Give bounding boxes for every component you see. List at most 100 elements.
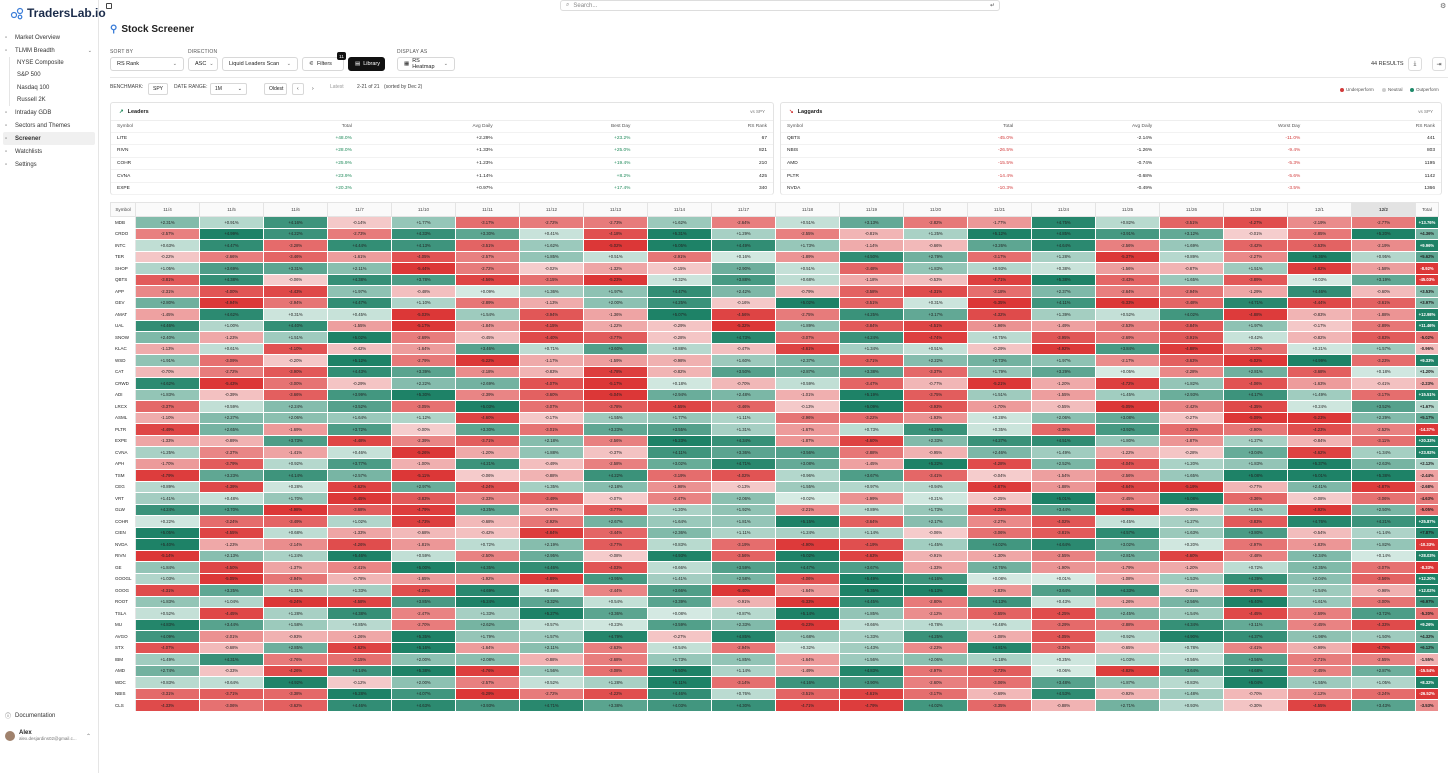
expand-icon[interactable]: ⇥ [1432,57,1446,71]
symbol-cell[interactable]: VRT [110,492,136,505]
column-header-date[interactable]: 11/28 [1223,202,1288,217]
table-row[interactable]: TSM -4.79% +3.23% +4.14% +2.57% -5.11% -0.06% -… [110,469,1439,482]
user-profile[interactable]: Alex alex.desjardins02@gmail.c... [5,730,77,741]
table-row[interactable]: NVDA -10.3% -0.49% -3.5% 1366 [781,182,1441,196]
table-row[interactable]: RIVN -5.14% +2.13% +1.24% +5.46% +0.59% -2.50%… [110,549,1439,562]
table-row[interactable]: MU +4.83% +3.44% +1.58% +0.85% -2.70% +2.62% +0… [110,618,1439,631]
table-row[interactable]: LITE +48.0% +2.29% +23.2% 67 [111,132,773,146]
symbol-cell[interactable]: AMAT [110,308,136,321]
table-row[interactable]: STX -4.07% -0.68% +2.85% -4.62% +5.16% -1.64% +… [110,641,1439,654]
symbol-cell[interactable]: AVGO [110,630,136,643]
table-row[interactable]: ROOT +1.83% +1.04% -5.24% -4.58% +3.85% +5.24%… [110,595,1439,608]
table-row[interactable]: KLAC -1.13% +0.61% -4.10% -0.42% -1.64% +3.46%… [110,342,1439,355]
column-header-date[interactable]: 11/20 [903,202,968,217]
symbol-cell[interactable]: CRDO [110,227,136,240]
table-row[interactable]: CVNA +1.25% -2.37% -1.41% +0.46% -5.26% -1.20%… [110,446,1439,459]
symbol-cell[interactable]: GEV [110,296,136,309]
scan-select[interactable]: Liquid Leaders Scan ⌄ [222,57,298,71]
symbol-cell[interactable]: ROOT [110,595,136,608]
symbol-cell[interactable]: GOOGL [110,572,136,585]
table-row[interactable]: PLTR -4.49% +2.65% -1.69% +3.72% -0.00% +3.30%… [110,423,1439,436]
sidebar-item-nyse-composite[interactable]: NYSE Composite [9,57,98,70]
column-header-date[interactable]: 12/1 [1287,202,1352,217]
symbol-cell[interactable]: INTC [110,239,136,252]
symbol-cell[interactable]: TER [110,250,136,263]
column-header-date[interactable]: 11/17 [711,202,776,217]
documentation-link[interactable]: ⓘ Documentation [5,711,55,721]
table-row[interactable]: TSLA +0.52% -4.45% +1.28% +4.38% -2.47% +1.33%… [110,607,1439,620]
column-header-date[interactable]: 11/24 [1031,202,1096,217]
table-row[interactable]: EXPE +20.3% +0.97% +17.4% 340 [111,182,773,196]
chevron-down-icon[interactable]: ⌄ [87,47,92,54]
column-header-date[interactable]: 11/12 [519,202,584,217]
table-row[interactable]: IBM +1.49% +4.31% -2.76% -3.15% +2.00% +2.08% -… [110,653,1439,666]
column-header-date[interactable]: 11/7 [327,202,392,217]
table-row[interactable]: CRWD +4.62% -5.43% -3.00% -0.29% +2.22% +2.69%… [110,377,1439,390]
symbol-cell[interactable]: PLTR [110,423,136,436]
table-row[interactable]: CVNA +23.9% +1.14% +8.2% 425 [111,169,773,183]
brand-logo[interactable]: TradersLab.io [10,6,106,20]
symbol-cell[interactable]: TSLA [110,607,136,620]
sidebar-toggle-icon[interactable] [106,3,112,9]
search-input[interactable]: ⌕ Search... ↵ [560,0,1000,11]
symbol-cell[interactable]: ASML [110,411,136,424]
symbol-cell[interactable]: MU [110,618,136,631]
table-row[interactable]: PLTR -14.4% -0.68% -5.6% 1142 [781,169,1441,183]
column-header-date[interactable]: 11/26 [1159,202,1224,217]
symbol-cell[interactable]: AMD [110,664,136,677]
table-row[interactable]: AMD -15.5% -0.74% -5.3% 1195 [781,157,1441,171]
table-row[interactable]: CIEN +5.05% -4.55% +0.68% -1.33% -0.68% -0.42%… [110,526,1439,539]
table-row[interactable]: QBTS -3.81% +4.38% -0.06% +4.38% +3.78% -4.56%… [110,273,1439,286]
column-header-date[interactable]: 12/2 [1351,202,1416,217]
table-row[interactable]: INTC +0.63% +4.47% -3.28% +4.44% +4.13% -3.51%… [110,239,1439,252]
table-row[interactable]: RIVN +28.0% +1.33% +25.0% 821 [111,144,773,158]
column-header-date[interactable]: 11/21 [967,202,1032,217]
symbol-cell[interactable]: LRCX [110,400,136,413]
symbol-cell[interactable]: TSM [110,469,136,482]
table-row[interactable]: WDC +0.83% +0.64% +4.92% -0.12% +2.00% -2.57% +… [110,676,1439,689]
table-row[interactable]: ASML -1.10% +2.27% +2.06% +1.64% +1.12% -4.60%… [110,411,1439,424]
column-header-date[interactable]: 11/4 [135,202,200,217]
sidebar-item-s-p-500[interactable]: S&P 500 [9,69,98,82]
column-header-date[interactable]: 11/19 [839,202,904,217]
sidebar-item-market-overview[interactable]: ▫ Market Overview [0,31,98,44]
symbol-cell[interactable]: GLW [110,503,136,516]
sidebar-item-watchlists[interactable]: ▫ Watchlists [0,145,98,158]
symbol-cell[interactable]: COHR [110,515,136,528]
table-row[interactable]: UAL +4.46% +1.00% +4.40% -1.55% -5.17% -1.84% -… [110,319,1439,332]
table-row[interactable]: CEG +0.89% -4.39% +0.28% -4.62% +2.97% -4.24% +… [110,480,1439,493]
table-row[interactable]: SNOW +2.40% -1.23% +1.51% +5.02% -2.69% -0.45%… [110,331,1439,344]
table-row[interactable]: APH -1.70% -3.79% +0.92% +3.77% -1.00% +4.21% -… [110,457,1439,470]
table-row[interactable]: EXPE -1.33% -0.89% +3.73% -4.48% -2.39% -3.71%… [110,434,1439,447]
sort-select[interactable]: RS Rank ⌄ [110,57,184,71]
sidebar-item-nasdaq-100[interactable]: Nasdaq 100 [9,81,98,94]
user-menu-chevron-icon[interactable]: ⌃ [86,734,92,740]
direction-select[interactable]: ASC ⌄ [188,57,218,71]
table-row[interactable]: NBIS -26.5% -1.26% -9.4% 803 [781,144,1441,158]
table-row[interactable]: GEV +2.80% -4.94% -2.94% +4.47% +1.10% -2.89% -… [110,296,1439,309]
symbol-cell[interactable]: APP [110,285,136,298]
sidebar-item-intraday-gdb[interactable]: ▫ Intraday GDB [0,106,98,119]
column-header-date[interactable]: 11/10 [391,202,456,217]
symbol-cell[interactable]: RIVN [110,549,136,562]
sidebar-item-russell-2k[interactable]: Russell 2K [9,93,98,107]
latest-button[interactable]: Latest [330,84,344,90]
column-header-date[interactable]: 11/6 [263,202,328,217]
symbol-cell[interactable]: GOOG [110,584,136,597]
benchmark-select[interactable]: SPY [148,83,168,95]
symbol-cell[interactable]: UAL [110,319,136,332]
table-row[interactable]: WSD +1.91% -3.09% -0.20% +5.12% -2.79% -5.22% -… [110,354,1439,367]
column-header-total[interactable]: Total [1415,202,1439,217]
date-range-select[interactable]: 1M ⌄ [210,83,247,95]
table-row[interactable]: CAT -0.70% -2.72% -3.90% +4.43% +3.39% -2.18% -… [110,365,1439,378]
table-row[interactable]: COHR +25.9% +1.23% +19.4% 210 [111,157,773,171]
symbol-cell[interactable]: CEG [110,480,136,493]
sidebar-item-tlmm-breadth[interactable]: ▫ TLMM Breadth ⌄ [0,44,98,57]
column-header-symbol[interactable]: Symbol [110,202,136,217]
table-row[interactable]: NBIS -3.31% -3.71% -3.38% +5.28% +4.07% -5.29%… [110,687,1439,700]
table-row[interactable]: NVDA +5.40% -1.23% -2.14% -4.26% -1.81% +0.72%… [110,538,1439,551]
table-row[interactable]: GE +1.84% -4.50% -1.37% -2.41% +5.00% +4.35% +4… [110,561,1439,574]
sidebar-item-settings[interactable]: ▫ Settings [0,158,98,171]
table-row[interactable]: ADI +1.83% -0.39% -3.66% +3.99% +5.30% -2.39% -… [110,388,1439,401]
symbol-cell[interactable]: QBTS [110,273,136,286]
